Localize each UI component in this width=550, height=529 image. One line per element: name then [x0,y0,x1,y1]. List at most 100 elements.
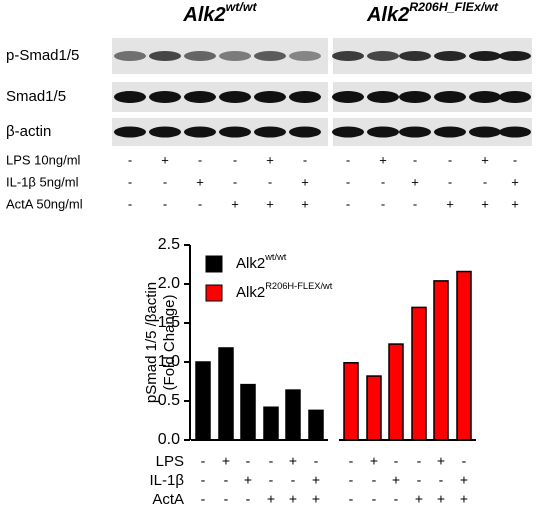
treatment-sign: + [481,152,489,167]
treatment-sign: - [448,152,452,167]
bar [366,375,382,441]
blot-band [434,126,466,138]
treatment-sign: - [128,152,132,167]
treatment-sign: - [439,472,444,488]
blot-band [254,91,286,103]
blot-band [399,91,431,103]
treatment-sign: - [163,196,167,211]
treatment-sign: - [201,491,206,507]
bar [411,306,427,441]
treatment-sign: + [312,491,320,507]
treatment-sign: - [224,472,229,488]
treatment-sign: - [372,491,377,507]
treatment-sign: + [312,472,320,488]
treatment-sign: - [198,196,202,211]
bar [218,347,234,441]
blot-band [184,126,216,138]
legend-label-base: Alk2 [236,255,265,272]
blot-row-label: p-Smad1/5 [6,47,79,64]
treatment-sign: - [246,453,251,469]
y-tick-label: 0.0 [158,431,180,448]
blot-band [219,126,251,138]
blot-band [114,51,146,61]
group-header: Alk2wt/wt [182,0,257,26]
treatment-sign: - [233,152,237,167]
blot-band [219,51,251,61]
treatment-sign: + [460,491,468,507]
treatment-sign: + [379,152,387,167]
bar [456,270,472,441]
blot-band [254,126,286,138]
blot-band [332,51,364,61]
treatment-sign: - [413,196,417,211]
treatment-sign: - [163,174,167,189]
treatment-sign: + [301,196,309,211]
treatment-label: ActA 50ng/ml [6,196,83,211]
blot-band [149,51,181,61]
treatment-sign: - [246,491,251,507]
treatment-sign: + [222,453,230,469]
blot-band [114,126,146,138]
treatment-sign: - [483,174,487,189]
bar [285,389,301,441]
blot-band [184,91,216,103]
treatment-label: LPS 10ng/ml [6,152,81,167]
treatment-sign: + [244,472,252,488]
treatment-sign: + [301,174,309,189]
blot-band [367,126,399,138]
treatment-sign: - [303,152,307,167]
treatment-sign: + [446,196,454,211]
blot-band [149,91,181,103]
blot-band [434,51,466,61]
blot-band [289,126,321,138]
y-axis-label-line: (Fold Change) [161,295,178,391]
treatment-sign: - [346,152,350,167]
treatment-sign: + [481,196,489,211]
legend-label-base: Alk2 [236,284,265,301]
blot-band [469,91,501,103]
y-tick-label: 1.0 [158,353,180,370]
blot-band [399,51,431,61]
group-header-sup: wt/wt [226,0,258,14]
treatment-sign: - [314,453,319,469]
treatment-sign: - [268,174,272,189]
treatment-sign: + [370,453,378,469]
treatment-label: IL-1β 5ng/ml [6,174,79,189]
bar [240,383,256,441]
treatment-sign: - [349,453,354,469]
bar [308,409,324,441]
treatment-sign: - [513,152,517,167]
legend-label: Alk2wt/wt [236,252,287,272]
blot-band [499,91,531,103]
bar [388,343,404,441]
treatment-sign: - [269,453,274,469]
treatment-sign: + [267,491,275,507]
treatment-sign: - [413,152,417,167]
treatment-sign: - [448,174,452,189]
blot-band [367,51,399,61]
treatment-sign: - [198,152,202,167]
treatment-sign: - [224,491,229,507]
treatment-sign: - [381,174,385,189]
treatment-sign: - [394,453,399,469]
bar [343,362,359,441]
treatment-sign: - [349,491,354,507]
y-tick-label: 1.5 [158,314,180,331]
treatment-sign: + [511,196,519,211]
legend-label-sup: R206H-FLEX/wt [265,281,333,291]
y-axis-label-line: pSmad 1/5 /βactin [143,282,160,403]
treatment-sign: + [415,491,423,507]
legend-swatch [205,255,223,273]
blot-band [114,91,146,103]
treatment-sign: + [511,174,519,189]
treatment-sign: + [392,472,400,488]
treatment-sign: + [289,453,297,469]
treatment-sign: + [437,491,445,507]
blot-band [499,51,531,61]
treatment-sign: - [201,453,206,469]
blot-band [469,51,501,61]
treatment-sign: + [437,453,445,469]
blot-band [332,91,364,103]
treatment-sign: - [128,174,132,189]
